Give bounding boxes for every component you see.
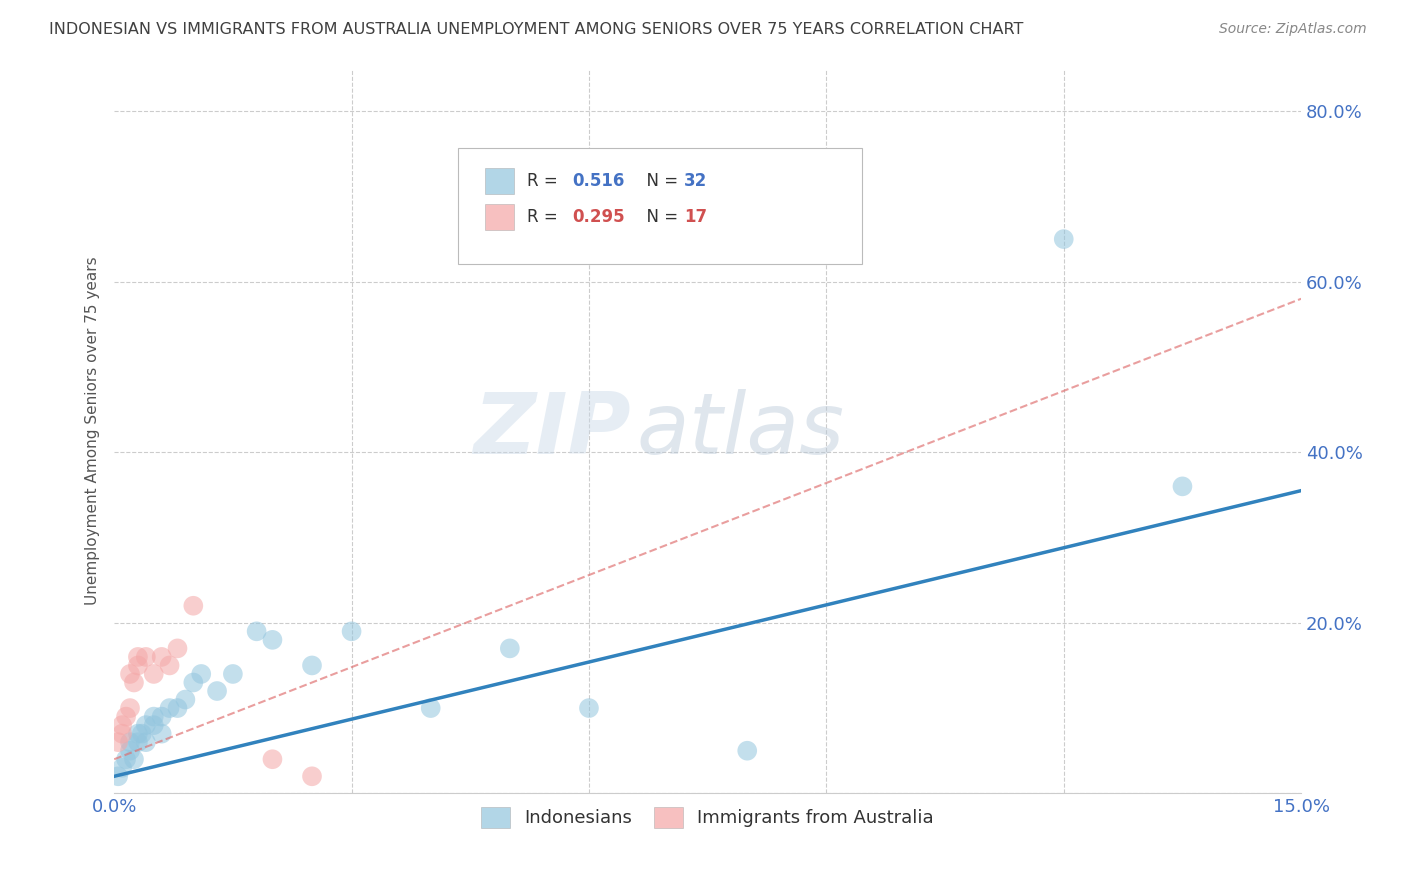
Point [150, 649, 173, 664]
FancyBboxPatch shape [485, 204, 515, 230]
FancyBboxPatch shape [485, 168, 515, 194]
Point [262, 752, 284, 766]
Point [131, 726, 153, 740]
Text: R =: R = [527, 208, 564, 226]
Point [118, 744, 141, 758]
Text: Source: ZipAtlas.com: Source: ZipAtlas.com [1219, 22, 1367, 37]
Point [127, 658, 149, 673]
Text: N =: N = [637, 208, 683, 226]
Point [107, 769, 129, 783]
Text: INDONESIAN VS IMMIGRANTS FROM AUSTRALIA UNEMPLOYMENT AMONG SENIORS OVER 75 YEARS: INDONESIAN VS IMMIGRANTS FROM AUSTRALIA … [49, 22, 1024, 37]
Point [142, 709, 165, 723]
Text: N =: N = [637, 172, 683, 190]
Point [205, 684, 228, 698]
Point [1053, 232, 1076, 246]
Text: ZIP: ZIP [472, 390, 630, 473]
Point [190, 667, 212, 681]
Text: R =: R = [527, 172, 564, 190]
Point [135, 718, 157, 732]
Point [1171, 479, 1194, 493]
Point [419, 701, 441, 715]
Point [340, 624, 363, 639]
Text: 0.295: 0.295 [572, 208, 626, 226]
FancyBboxPatch shape [458, 148, 862, 264]
Point [127, 726, 149, 740]
Point [150, 726, 173, 740]
Point [111, 726, 134, 740]
Point [150, 709, 173, 723]
Point [499, 641, 522, 656]
Point [127, 649, 149, 664]
Point [107, 735, 129, 749]
Point [142, 667, 165, 681]
Point [301, 658, 323, 673]
Text: 0.516: 0.516 [572, 172, 624, 190]
Point [301, 769, 323, 783]
Point [159, 701, 181, 715]
Legend: Indonesians, Immigrants from Australia: Indonesians, Immigrants from Australia [474, 800, 941, 835]
Point [122, 675, 145, 690]
Point [135, 649, 157, 664]
Text: 17: 17 [683, 208, 707, 226]
Point [262, 632, 284, 647]
Y-axis label: Unemployment Among Seniors over 75 years: Unemployment Among Seniors over 75 years [86, 257, 100, 606]
Point [127, 735, 149, 749]
Point [246, 624, 269, 639]
Text: 32: 32 [683, 172, 707, 190]
Point [111, 718, 134, 732]
Point [115, 709, 138, 723]
Point [118, 667, 141, 681]
Point [135, 735, 157, 749]
Point [115, 752, 138, 766]
Text: atlas: atlas [637, 390, 845, 473]
Point [735, 744, 758, 758]
Point [118, 735, 141, 749]
Point [111, 761, 134, 775]
Point [222, 667, 245, 681]
Point [578, 701, 600, 715]
Point [142, 718, 165, 732]
Point [174, 692, 197, 706]
Point [122, 752, 145, 766]
Point [118, 701, 141, 715]
Point [159, 658, 181, 673]
Point [181, 675, 204, 690]
Point [181, 599, 204, 613]
Point [166, 701, 188, 715]
Point [166, 641, 188, 656]
